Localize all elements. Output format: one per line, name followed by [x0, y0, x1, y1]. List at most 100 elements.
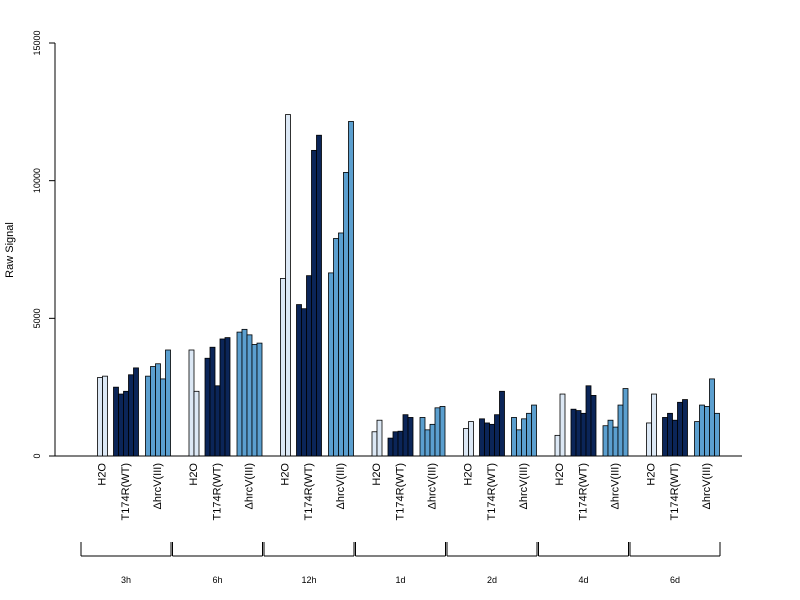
bar-6d-ΔhrcV(III)-3	[704, 406, 710, 457]
bar-6h-ΔhrcV(III)-2	[241, 328, 248, 457]
y-tick-label: 10000	[32, 168, 42, 193]
bar-6h-ΔhrcV(III)-1	[236, 331, 243, 457]
group-label: H2O	[646, 463, 658, 486]
group-label: H2O	[463, 463, 475, 486]
bar-12h-T174R(WT)-3	[306, 275, 312, 457]
bar-1d-T174R(WT)-3	[397, 430, 404, 457]
group-label: H2O	[371, 463, 383, 486]
bar-4d-T174R(WT)-5	[590, 395, 597, 457]
bar-12h-T174R(WT)-5	[316, 134, 322, 457]
timepoint-label: 6h	[212, 575, 222, 585]
bar-4d-ΔhrcV(III)-3	[612, 426, 619, 457]
bar-4d-ΔhrcV(III)-5	[622, 388, 629, 457]
bar-1d-T174R(WT)-2	[392, 431, 399, 457]
bar-4d-ΔhrcV(III)-2	[607, 419, 614, 457]
group-label: T174R(WT)	[578, 463, 590, 520]
bar-3h-H2O-1	[97, 377, 103, 457]
bar-12h-ΔhrcV(III)-5	[348, 121, 354, 457]
bar-2d-T174R(WT)-4	[494, 414, 500, 457]
group-label: T174R(WT)	[395, 463, 407, 520]
timepoint-label: 6d	[670, 575, 680, 585]
bar-4d-T174R(WT)-1	[570, 408, 577, 457]
bar-6h-T174R(WT)-1	[204, 357, 211, 457]
bar-1d-H2O-1	[371, 431, 378, 457]
bar-6h-ΔhrcV(III)-5	[256, 342, 263, 457]
bar-6h-H2O-1	[188, 349, 195, 457]
bar-6d-ΔhrcV(III)-5	[714, 412, 720, 457]
bar-3h-T174R(WT)-1	[113, 386, 119, 457]
bar-3h-T174R(WT)-4	[128, 374, 134, 457]
bar-3h-ΔhrcV(III)-4	[160, 378, 166, 457]
group-label: H2O	[188, 463, 200, 486]
timepoint-label: 2d	[487, 575, 497, 585]
bar-12h-T174R(WT)-1	[296, 304, 302, 457]
y-axis-label: Raw Signal	[4, 222, 16, 278]
bar-2d-ΔhrcV(III)-2	[516, 429, 522, 457]
bar-2d-T174R(WT)-1	[479, 418, 485, 457]
bar-1d-T174R(WT)-4	[402, 414, 409, 457]
bar-4d-T174R(WT)-2	[575, 410, 582, 457]
bar-3h-T174R(WT)-3	[123, 390, 129, 457]
bar-6d-T174R(WT)-5	[682, 399, 688, 457]
bar-1d-ΔhrcV(III)-3	[429, 423, 436, 457]
bar-2d-ΔhrcV(III)-1	[511, 417, 517, 457]
timepoint-label: 3h	[121, 575, 131, 585]
bar-12h-ΔhrcV(III)-1	[328, 272, 334, 457]
bar-2d-H2O-2	[468, 421, 474, 457]
bar-12h-ΔhrcV(III)-2	[333, 238, 339, 457]
bar-6d-T174R(WT)-3	[672, 419, 678, 457]
bar-1d-T174R(WT)-1	[387, 437, 394, 457]
bar-6h-ΔhrcV(III)-3	[246, 334, 253, 457]
group-label: ΔhrcV(III)	[518, 463, 530, 509]
y-tick-label: 0	[32, 453, 42, 458]
bar-12h-ΔhrcV(III)-3	[338, 232, 344, 457]
bar-1d-ΔhrcV(III)-4	[434, 407, 441, 457]
bar-1d-T174R(WT)-5	[407, 417, 414, 457]
group-label: H2O	[554, 463, 566, 486]
group-label: T174R(WT)	[212, 463, 224, 520]
bar-2d-ΔhrcV(III)-3	[521, 418, 527, 457]
bar-4d-ΔhrcV(III)-1	[602, 425, 609, 457]
timepoint-label: 12h	[301, 575, 316, 585]
bar-6h-ΔhrcV(III)-4	[251, 344, 258, 457]
group-label: ΔhrcV(III)	[152, 463, 164, 509]
bar-3h-T174R(WT)-2	[118, 393, 124, 457]
bar-4d-H2O-2	[559, 393, 566, 457]
bar-12h-ΔhrcV(III)-4	[343, 172, 349, 457]
timepoint-brackets: 3h 6h 12h 1d 2d 4d 6d	[80, 542, 721, 585]
bar-6d-H2O-1	[646, 422, 652, 457]
bar-2d-T174R(WT)-3	[489, 423, 495, 457]
group-label: T174R(WT)	[486, 463, 498, 520]
group-labels: H2O T174R(WT) ΔhrcV(III) H2O T174R(WT) ΔhrcV(…	[97, 463, 714, 521]
group-label: T174R(WT)	[120, 463, 132, 520]
group-label: ΔhrcV(III)	[335, 463, 347, 509]
bar-2d-ΔhrcV(III)-4	[526, 412, 532, 457]
bar-6h-T174R(WT)-5	[224, 337, 231, 457]
bar-6d-T174R(WT)-1	[662, 417, 668, 457]
bar-1d-H2O-2	[376, 419, 383, 457]
bars	[97, 114, 720, 457]
bar-6h-T174R(WT)-2	[209, 346, 216, 457]
bar-6d-H2O-2	[651, 393, 657, 457]
bar-2d-T174R(WT)-5	[499, 390, 505, 457]
bar-6h-H2O-2	[193, 390, 200, 457]
bar-6d-T174R(WT)-4	[677, 401, 683, 457]
bar-6h-T174R(WT)-4	[219, 338, 226, 457]
bar-6d-ΔhrcV(III)-4	[709, 378, 715, 457]
bar-12h-H2O-1	[280, 278, 286, 457]
bar-12h-T174R(WT)-4	[311, 149, 317, 457]
bar-1d-ΔhrcV(III)-5	[439, 406, 446, 457]
bar-3h-ΔhrcV(III)-2	[150, 366, 156, 457]
bar-12h-T174R(WT)-2	[301, 308, 307, 457]
timepoint-label: 1d	[395, 575, 405, 585]
bar-1d-ΔhrcV(III)-2	[424, 429, 431, 457]
group-label: T174R(WT)	[303, 463, 315, 520]
bar-3h-ΔhrcV(III)-1	[145, 375, 151, 457]
y-tick-label: 15000	[32, 30, 42, 55]
bar-3h-H2O-2	[102, 375, 108, 457]
bar-4d-T174R(WT)-3	[580, 412, 587, 457]
y-axis: 0 5000 10000 15000	[32, 30, 56, 459]
group-label: H2O	[280, 463, 292, 486]
bar-6d-T174R(WT)-2	[667, 412, 673, 457]
